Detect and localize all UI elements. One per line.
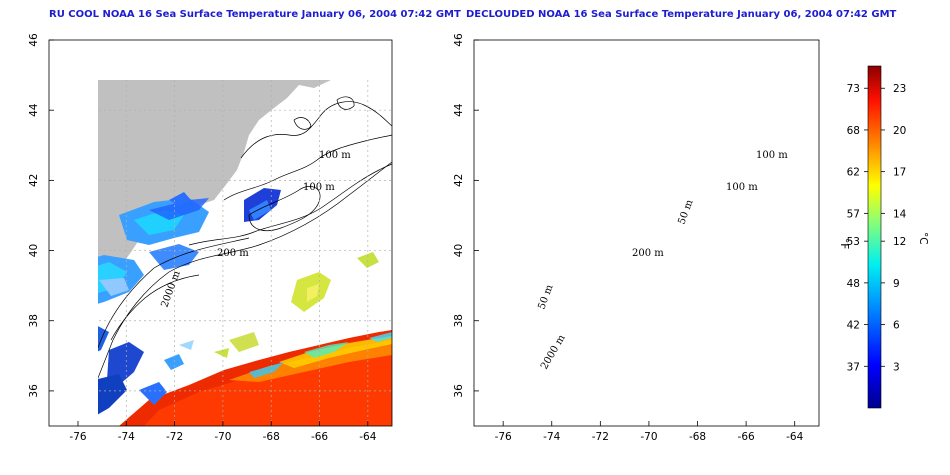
contour-label: 200 m <box>217 248 249 259</box>
contour-label: 100 m <box>756 150 788 161</box>
colorbar: 23 20 17 14 12 9 6 3 73 68 62 57 53 48 42 37 °F °C <box>838 65 929 409</box>
colorbar-c-tick-label: 3 <box>893 361 900 373</box>
colorbar-c-tick-label: 20 <box>893 125 906 137</box>
colorbar-c-tick-label: 17 <box>893 167 906 179</box>
y-tick-label: 46 <box>453 33 465 47</box>
map-panel-raw: -76 -74 -72 -70 -68 -66 -64 36 38 40 42 44 46 100 m 10… <box>28 33 393 443</box>
colorbar-f-tick-label: 62 <box>847 167 860 179</box>
colorbar-f-tick-label: 57 <box>847 208 860 220</box>
x-tick-label: -72 <box>592 431 609 443</box>
y-tick-label: 42 <box>28 174 40 187</box>
x-tick-label: -70 <box>214 431 231 443</box>
x-tick-label: -66 <box>738 431 755 443</box>
colorbar-f-label: °F <box>838 238 850 249</box>
y-tick-label: 44 <box>453 103 465 117</box>
y-tick-label: 38 <box>453 314 465 327</box>
colorbar-c-tick-label: 12 <box>893 236 906 248</box>
colorbar-f-tick-label: 68 <box>847 125 860 137</box>
contour-label: 200 m <box>632 248 664 259</box>
colorbar-f-tick-label: 73 <box>847 83 860 95</box>
y-tick-label: 38 <box>28 314 40 327</box>
x-tick-label: -68 <box>689 431 706 443</box>
y-tick-label: 36 <box>453 384 465 398</box>
colorbar-c-tick-label: 6 <box>893 320 900 332</box>
x-tick-label: -76 <box>495 431 512 443</box>
colorbar-f-tick-label: 53 <box>847 236 860 248</box>
map-title-raw: RU COOL NOAA 16 Sea Surface Temperature … <box>49 9 461 20</box>
y-tick-label: 36 <box>28 384 40 398</box>
contour-label: 100 m <box>726 182 758 193</box>
colorbar-f-tick-label: 42 <box>847 320 860 332</box>
y-tick-label: 42 <box>453 174 465 187</box>
colorbar-f-tick-label: 48 <box>847 278 860 290</box>
map-title-declouded: DECLOUDED NOAA 16 Sea Surface Temperatur… <box>466 9 897 20</box>
y-tick-label: 46 <box>28 33 40 47</box>
contour-label: 100 m <box>319 150 351 161</box>
x-tick-label: -70 <box>640 431 657 443</box>
x-tick-label: -68 <box>263 431 280 443</box>
map-panel-declouded: -76 -74 -72 -70 -68 -66 -64 36 38 40 42 44 46 100 m 10… <box>453 33 820 443</box>
colorbar-c-tick-label: 23 <box>893 83 906 95</box>
colorbar-c-tick-label: 14 <box>893 208 907 220</box>
y-tick-label: 40 <box>28 244 40 257</box>
y-tick-label: 40 <box>453 244 465 257</box>
y-tick-label: 44 <box>28 103 40 117</box>
x-tick-label: -66 <box>311 431 328 443</box>
x-tick-label: -72 <box>166 431 183 443</box>
x-tick-label: -64 <box>359 431 376 443</box>
colorbar-c-label: °C <box>917 232 929 245</box>
contour-label: 100 m <box>303 182 335 193</box>
x-tick-label: -74 <box>118 431 135 443</box>
colorbar-c-tick-label: 9 <box>893 278 900 290</box>
x-tick-label: -74 <box>543 431 560 443</box>
colorbar-f-tick-label: 37 <box>847 361 860 373</box>
x-tick-label: -76 <box>69 431 86 443</box>
x-tick-label: -64 <box>786 431 803 443</box>
